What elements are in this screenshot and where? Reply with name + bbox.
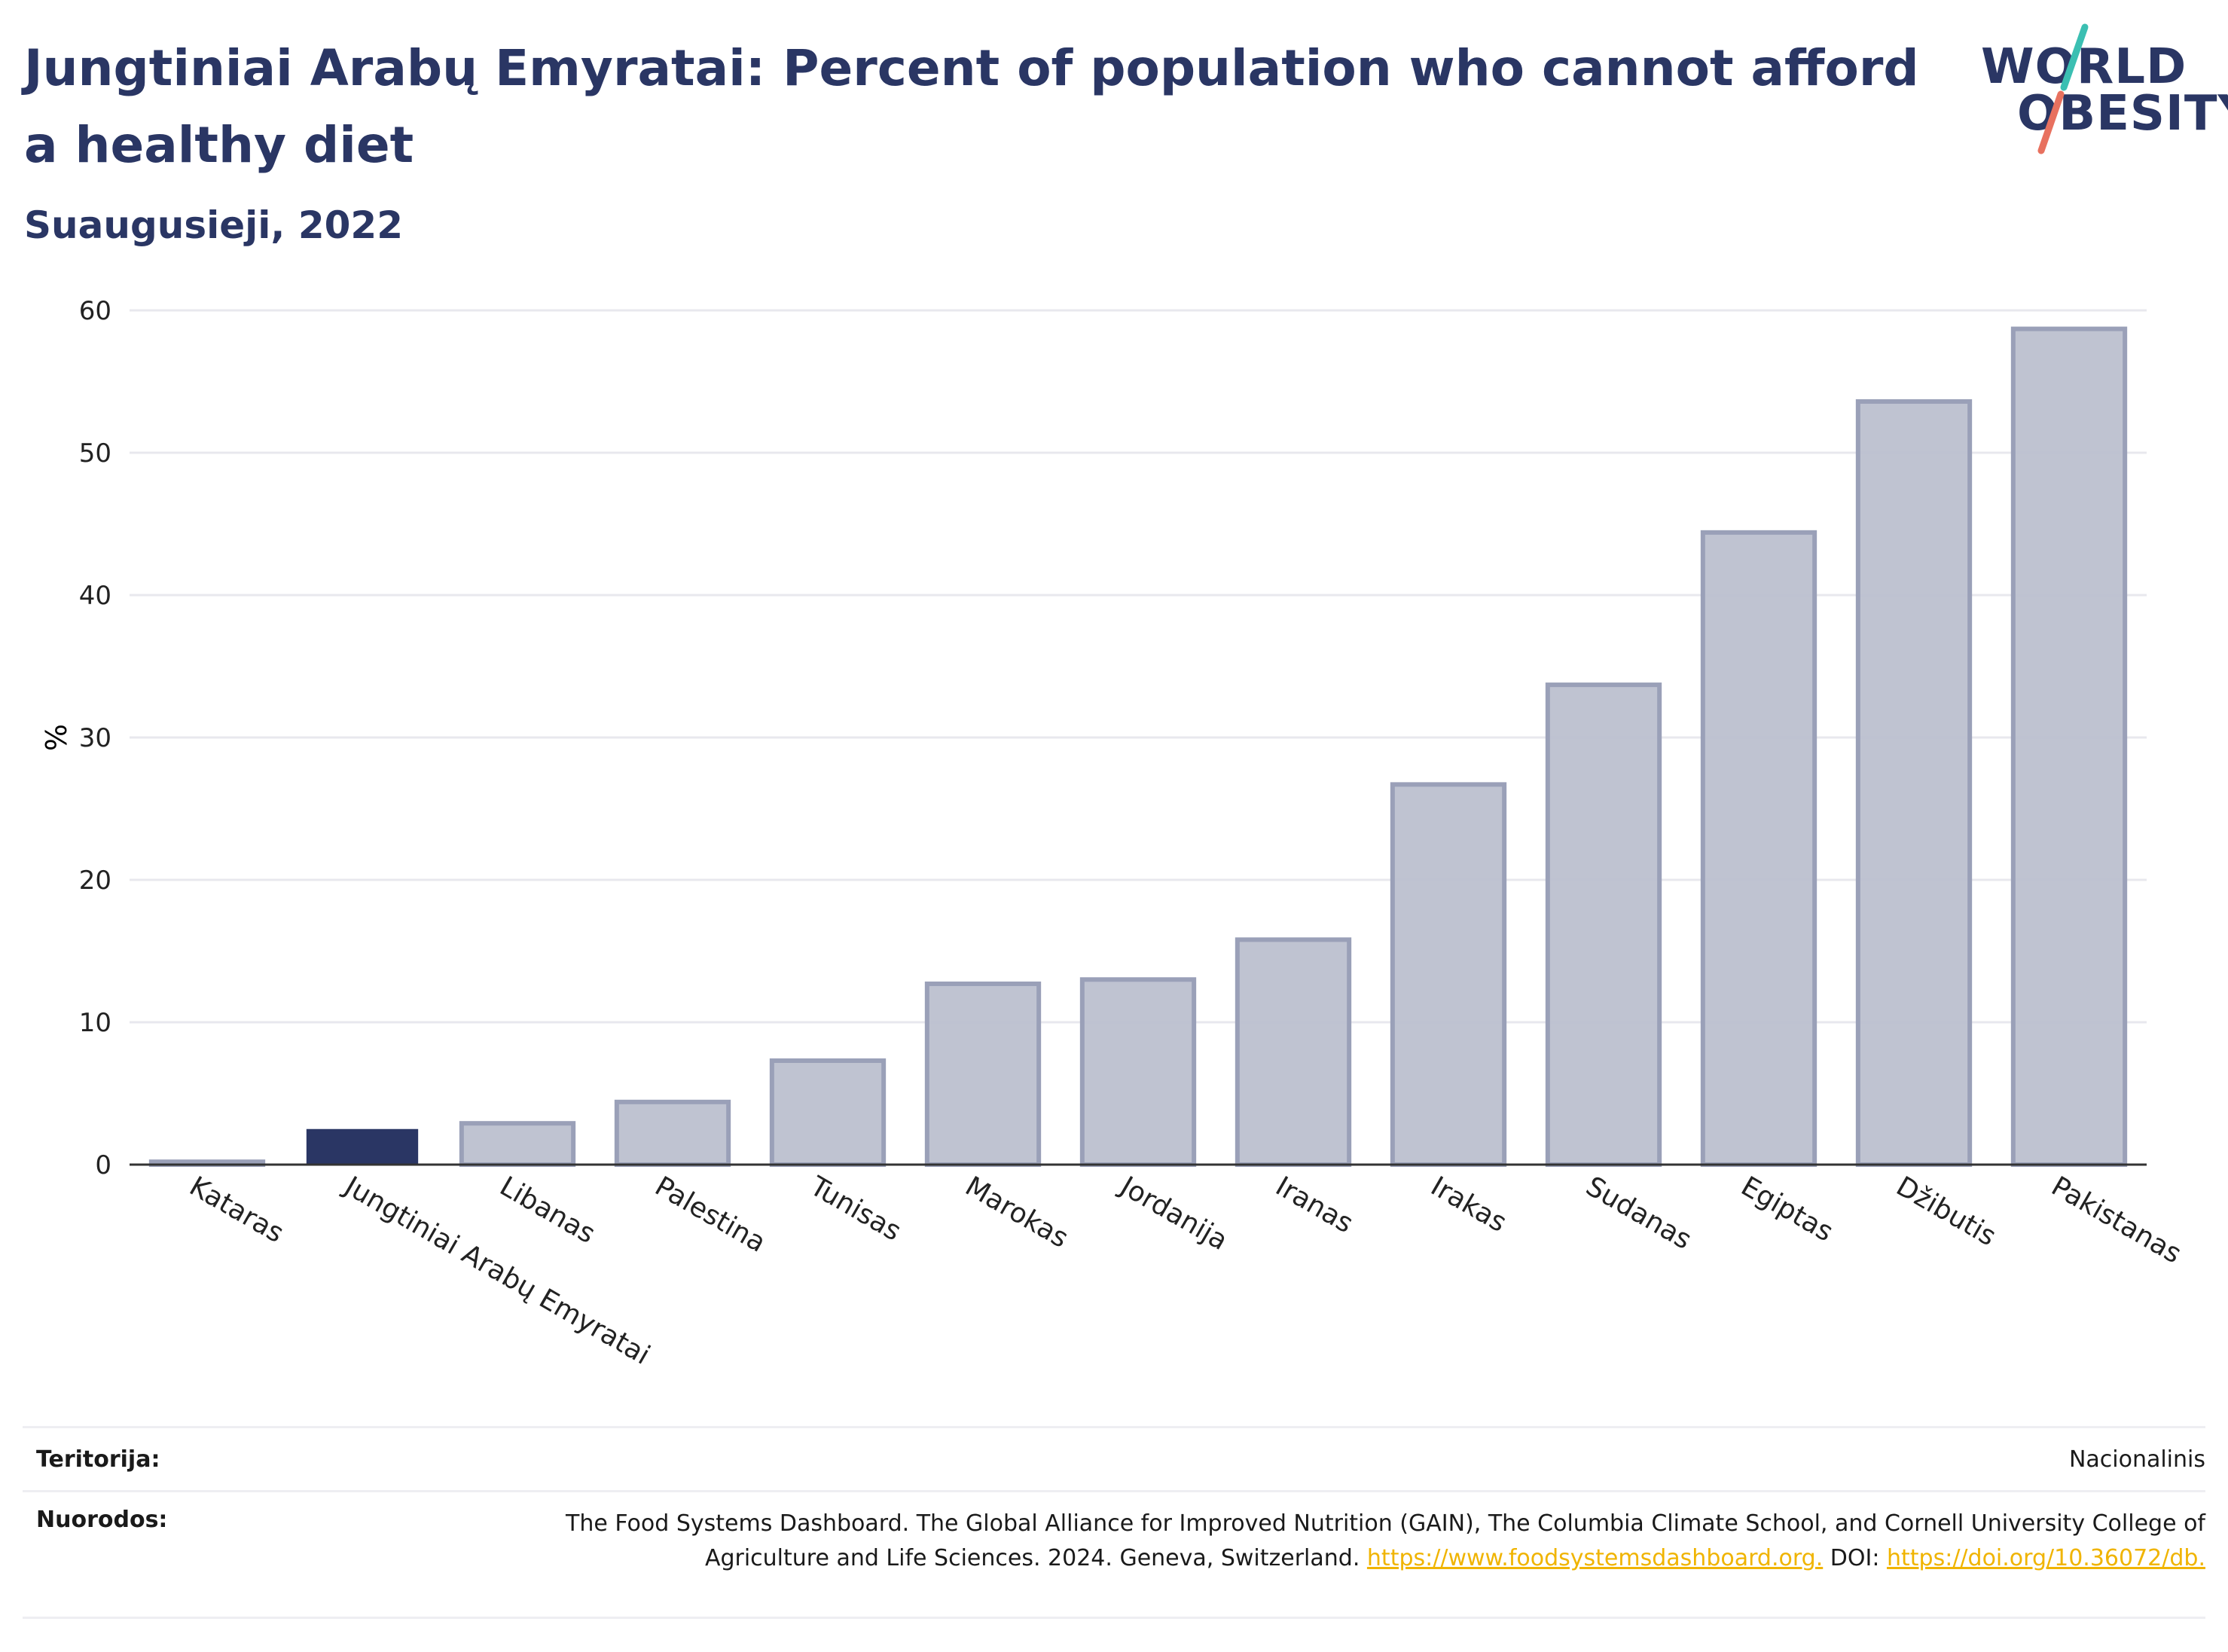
bar <box>614 1099 731 1167</box>
chart-subtitle: Suaugusieji, 2022 <box>24 203 403 247</box>
y-tick-label: 60 <box>79 296 111 326</box>
x-tick-label: Kataras <box>185 1171 289 1249</box>
references-body: The Food Systems Dashboard. The Global A… <box>566 1510 2205 1571</box>
bar <box>1079 977 1197 1167</box>
x-tick-label: Sudanas <box>1581 1171 1697 1256</box>
bar <box>459 1121 576 1167</box>
x-tick-label: Tunisas <box>804 1171 906 1247</box>
x-tick-label: Palestina <box>650 1171 771 1259</box>
x-tick-label: Libanas <box>495 1171 601 1250</box>
x-tick-label: Džibutis <box>1891 1171 2001 1252</box>
x-tick-label: Egiptas <box>1736 1171 1839 1247</box>
bar <box>924 981 1042 1167</box>
footer-divider-middle <box>23 1490 2205 1492</box>
y-tick-label: 10 <box>79 1008 111 1038</box>
y-tick-label: 0 <box>95 1150 111 1180</box>
bar <box>1545 682 1662 1167</box>
grid-lines <box>130 309 2147 1024</box>
bar <box>2010 326 2128 1168</box>
chart-title: Jungtiniai Arabų Emyratai: Percent of po… <box>24 39 1919 174</box>
x-tick-label: Marokas <box>960 1171 1074 1254</box>
territory-label: Teritorija: <box>36 1446 160 1473</box>
x-tick-label: Irakas <box>1426 1171 1512 1238</box>
bar <box>1235 937 1352 1167</box>
bar <box>1390 782 1507 1167</box>
doi-label: DOI: <box>1830 1545 1880 1571</box>
y-axis-label: % <box>38 724 72 751</box>
bar <box>306 1128 419 1165</box>
bar-chart: 0 10 20 30 40 50 60 Kataras Jungtiniai Arabų Em… <box>38 296 2187 1371</box>
y-tick-label: 40 <box>79 581 111 611</box>
references-label: Nuorodos: <box>36 1507 168 1533</box>
footer-divider-bottom <box>23 1617 2205 1619</box>
dashboard-link[interactable]: https://www.foodsystemsdashboard.org. <box>1366 1545 1824 1571</box>
bar <box>769 1058 887 1168</box>
y-tick-label: 50 <box>79 438 111 469</box>
references-text: The Food Systems Dashboard. The Global A… <box>435 1507 2205 1576</box>
bar <box>1855 398 1973 1167</box>
logo-word-world: WORLD <box>1981 39 2187 95</box>
x-tick-label: Jungtiniai Arabų Emyratai <box>338 1170 655 1371</box>
doi-link[interactable]: https://doi.org/10.36072/db. <box>1887 1545 2205 1571</box>
territory-row: Teritorija: Nacionalinis <box>23 1446 2205 1484</box>
y-tick-labels: 0 10 20 30 40 50 60 <box>79 296 111 1180</box>
territory-value: Nacionalinis <box>2068 1446 2205 1473</box>
y-tick-label: 20 <box>79 866 111 896</box>
footer-divider-top <box>23 1426 2205 1428</box>
bar <box>1700 530 1817 1167</box>
x-tick-label: Jordanija <box>1114 1170 1233 1257</box>
bars <box>148 326 2128 1168</box>
world-obesity-logo[interactable]: WORLD OBESITY <box>1958 23 2228 166</box>
references-row: Nuorodos: The Food Systems Dashboard. Th… <box>23 1507 2205 1620</box>
x-tick-label: Pakistanas <box>2046 1171 2187 1269</box>
logo-slash-icon <box>2037 23 2089 154</box>
x-tick-label: Iranas <box>1271 1171 1359 1239</box>
y-tick-label: 30 <box>79 723 111 753</box>
